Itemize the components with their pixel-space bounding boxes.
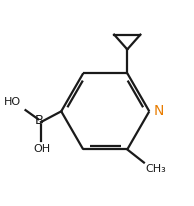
Text: CH₃: CH₃ — [146, 164, 167, 174]
Text: HO: HO — [4, 97, 21, 107]
Text: N: N — [154, 104, 164, 118]
Text: OH: OH — [34, 144, 51, 154]
Text: B: B — [35, 114, 44, 127]
